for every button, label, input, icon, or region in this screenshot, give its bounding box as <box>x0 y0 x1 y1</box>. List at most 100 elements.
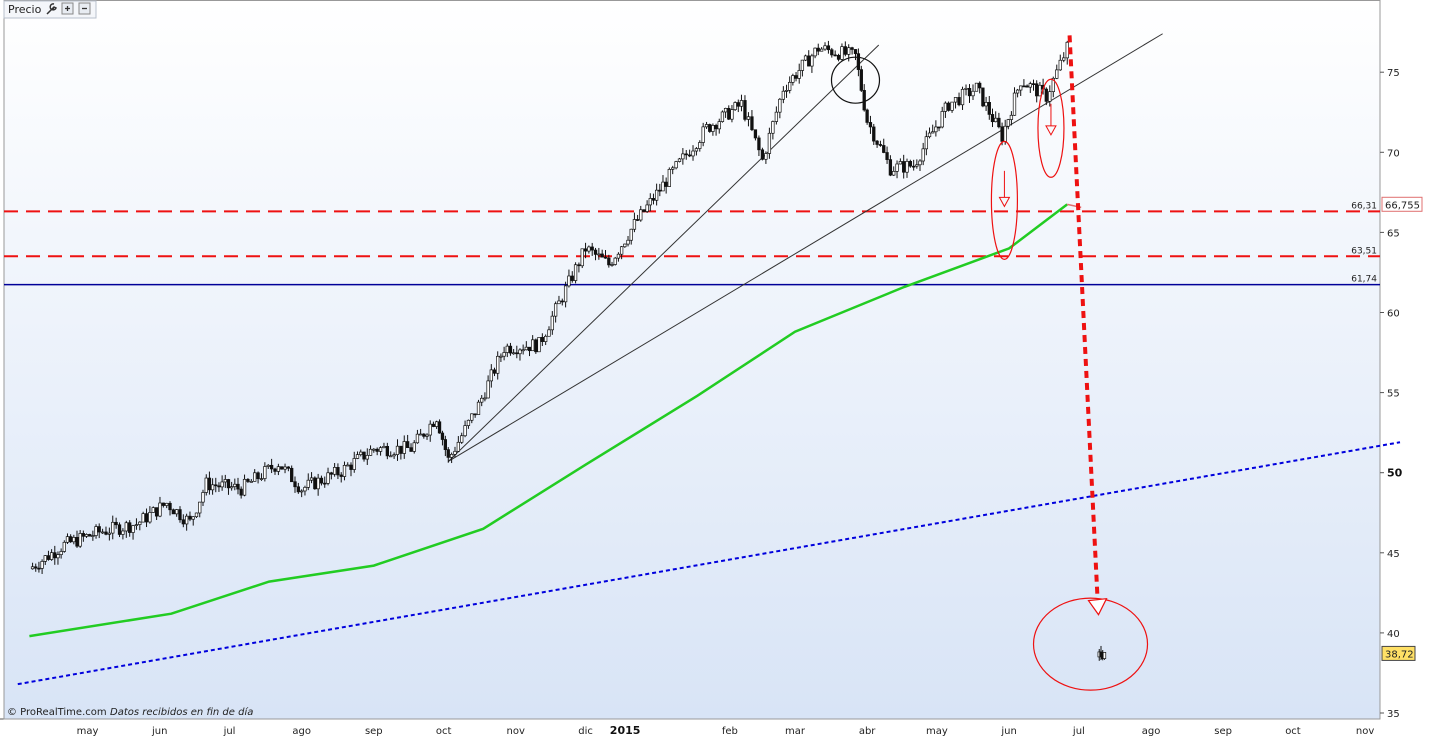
candle-body <box>253 472 257 482</box>
candle-body <box>534 339 538 353</box>
candle-body <box>850 47 854 50</box>
candle-body <box>443 439 448 450</box>
candle-body <box>623 243 627 248</box>
candle-body <box>246 478 250 482</box>
candle-body <box>111 521 115 534</box>
candle-body <box>128 522 132 533</box>
candle-body <box>181 519 185 525</box>
level-label: 61,74 <box>1351 275 1377 285</box>
candle-body <box>987 101 991 115</box>
x-tick-label: oct <box>1285 726 1301 737</box>
candle-body <box>1031 83 1036 85</box>
candle-body <box>1048 91 1052 102</box>
candle-body <box>332 467 337 475</box>
candle-body <box>378 447 383 452</box>
candle-body <box>859 69 863 91</box>
candle-body <box>791 75 795 83</box>
candle-body <box>629 228 633 241</box>
candle-body <box>587 246 591 252</box>
candle-body <box>698 142 702 149</box>
zoom-in-icon[interactable] <box>61 2 74 15</box>
candle-body <box>283 466 287 470</box>
candle-body <box>590 246 594 251</box>
candle-body <box>518 349 522 355</box>
wrench-icon[interactable] <box>45 3 57 15</box>
target-circle <box>1032 597 1149 691</box>
candle-body <box>75 537 79 547</box>
x-tick-label: feb <box>722 726 738 737</box>
candle-body <box>84 534 89 537</box>
y-tick-label: 70 <box>1387 148 1400 159</box>
candle-body <box>62 541 66 552</box>
candle-body <box>527 346 532 352</box>
candle-body <box>671 167 675 170</box>
x-tick-label: jun <box>1000 726 1016 737</box>
candle-body <box>198 501 202 514</box>
candle-body <box>453 450 457 455</box>
candle-body <box>645 204 649 212</box>
x-tick-label: abr <box>859 726 876 737</box>
candle-body <box>346 464 350 467</box>
candle-body <box>100 531 105 534</box>
projection-arrow <box>1067 35 1108 616</box>
candle-body <box>249 480 253 483</box>
candle-body <box>794 75 798 79</box>
candle-body <box>511 352 516 355</box>
x-tick-label: dic <box>578 726 593 737</box>
candle-body <box>355 454 360 459</box>
candle-body <box>43 555 47 562</box>
candle-body <box>658 189 662 192</box>
candle-body <box>382 445 386 449</box>
candle-body <box>984 101 988 107</box>
candle-body <box>138 521 142 525</box>
candle-body <box>940 111 944 128</box>
candle-body <box>632 219 637 230</box>
candle-body <box>65 536 70 543</box>
candle-body <box>148 512 152 523</box>
candle-body <box>220 481 224 488</box>
candle-body <box>803 55 808 61</box>
candle-body <box>717 121 721 130</box>
candle-body <box>1009 114 1014 120</box>
candle-body <box>1099 651 1103 657</box>
candle-body <box>88 534 92 537</box>
candle-body <box>757 137 761 151</box>
y-tick-label: 60 <box>1387 309 1400 320</box>
candle-body <box>154 507 159 517</box>
candle-body <box>714 125 718 130</box>
y-tick-label: 75 <box>1387 68 1400 79</box>
candle-body <box>847 47 851 55</box>
candle-body <box>843 46 847 55</box>
zoom-out-icon[interactable] <box>78 2 91 15</box>
highlight-circle <box>830 56 881 104</box>
candle-body <box>437 421 442 434</box>
candle-body <box>635 219 640 221</box>
candle-body <box>91 535 95 537</box>
candle-body <box>524 346 528 351</box>
candle-body <box>293 481 297 488</box>
candle-body <box>960 88 965 106</box>
candle-body <box>375 448 379 452</box>
candle-body <box>210 484 215 491</box>
candle-body <box>600 253 604 258</box>
candle-body <box>616 253 621 259</box>
candle-body <box>492 369 497 374</box>
candle-body <box>691 150 695 157</box>
candle-body <box>463 425 467 437</box>
candle-body <box>862 90 866 111</box>
candle-body <box>1012 92 1017 116</box>
candle-body <box>1055 69 1059 79</box>
candle-body <box>313 477 317 490</box>
candle-body <box>1038 84 1042 97</box>
candle-body <box>537 337 541 353</box>
candle-body <box>280 466 284 470</box>
candle-body <box>743 100 747 120</box>
candle-body <box>733 102 737 111</box>
axes: 35 40 45 50 55 60 65 70 75 may jun jul ago sep oct nov d… <box>77 68 1403 737</box>
candle-body <box>233 483 237 487</box>
candle-body <box>826 45 831 51</box>
candle-body <box>878 144 883 146</box>
candle-body <box>937 126 941 129</box>
candle-body <box>316 477 320 490</box>
